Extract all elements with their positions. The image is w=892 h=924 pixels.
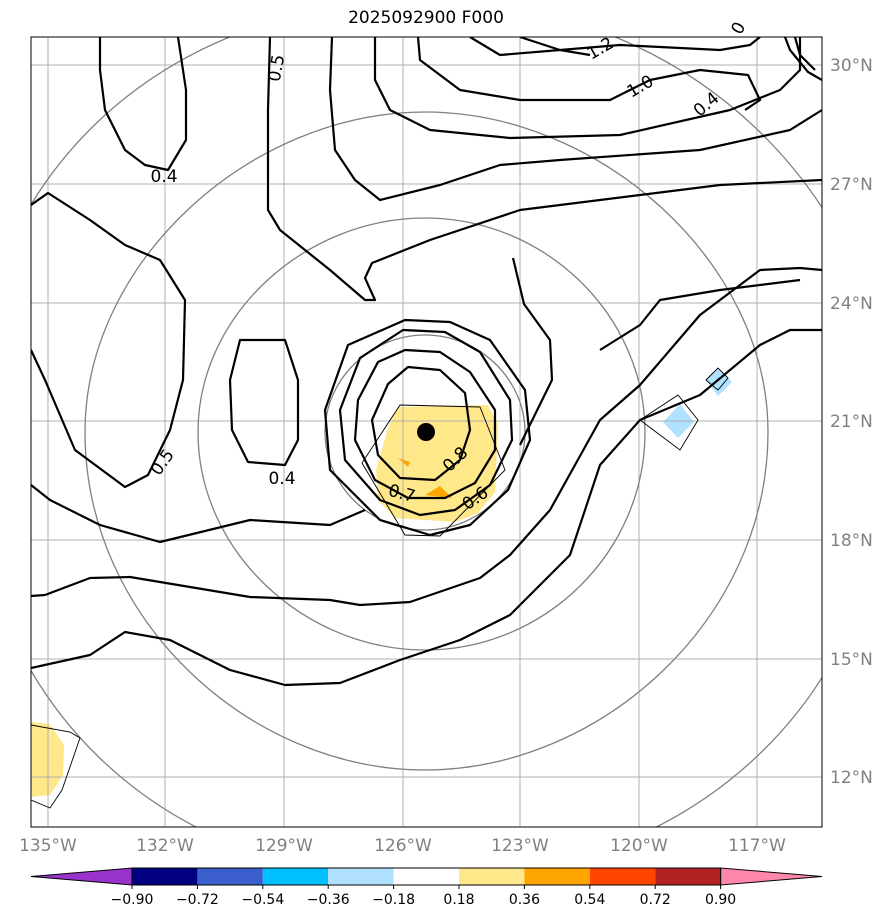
map-frame xyxy=(30,36,823,828)
colorbar-tick-label: 0.18 xyxy=(443,892,474,908)
contour-line xyxy=(328,37,822,202)
contour-line xyxy=(519,37,591,57)
contours xyxy=(31,37,822,687)
colorbar-segment xyxy=(393,868,459,885)
contour-line xyxy=(266,37,822,302)
contour-line xyxy=(599,278,801,351)
y-tick-label: 18°N xyxy=(830,531,873,551)
contour-line xyxy=(511,257,554,446)
contour-line xyxy=(793,37,816,71)
contour-line xyxy=(31,266,822,607)
colorbar-tick-label: 0.36 xyxy=(509,892,540,908)
contour-line xyxy=(416,37,762,111)
x-tick-labels: 135°W 132°W 129°W 126°W 123°W 120°W 117°W xyxy=(19,836,786,856)
colorbar-tick-label: 0.90 xyxy=(705,892,736,908)
contour-label: 0.4 xyxy=(150,167,177,187)
colorbar-segment xyxy=(197,868,263,885)
contour-label: 1.2 xyxy=(584,33,617,64)
contour-label-text: 0.5 xyxy=(147,446,179,480)
contour-line xyxy=(98,37,188,172)
contour-line xyxy=(31,328,822,687)
contour-label: 0.5 xyxy=(147,446,179,480)
x-tick-label: 120°W xyxy=(610,836,668,856)
contour-label-text: 0.4 xyxy=(690,88,724,121)
contour-line xyxy=(370,365,472,482)
colorbar-tick-label: −0.54 xyxy=(241,892,284,908)
contour-label: 0.4 xyxy=(690,88,724,121)
contour-label: 1.0 xyxy=(624,71,657,102)
shade-orange-south xyxy=(425,486,452,498)
colorbar-tick-label: −0.18 xyxy=(372,892,415,908)
colorbar-segment xyxy=(459,868,525,885)
colorbar-segment xyxy=(589,868,656,885)
range-ring-3 xyxy=(84,111,769,771)
x-tick-label: 123°W xyxy=(491,836,549,856)
x-tick-label: 129°W xyxy=(255,836,313,856)
contour-line xyxy=(228,338,300,467)
shade-orange-west xyxy=(398,458,410,467)
contour-line xyxy=(469,37,761,57)
contour-line xyxy=(31,484,366,544)
contour-label-text: 0.4 xyxy=(268,469,295,489)
outline-sw xyxy=(31,724,81,809)
colorbar-tick-label: −0.72 xyxy=(176,892,219,908)
outline-east xyxy=(639,394,699,451)
outline-center xyxy=(361,404,506,537)
y-tick-label: 15°N xyxy=(830,650,873,670)
colorbar-extend-max xyxy=(720,867,823,886)
contour-line xyxy=(373,37,802,140)
contour-label-text: 1.0 xyxy=(624,71,657,102)
shade-negative-east-small xyxy=(706,368,732,396)
contour-line xyxy=(323,318,532,537)
y-tick-label: 21°N xyxy=(830,412,873,432)
x-tick-label: 132°W xyxy=(136,836,194,856)
x-tick-label: 135°W xyxy=(19,836,77,856)
colorbar-extend-min xyxy=(30,867,133,886)
center-marker xyxy=(417,423,435,441)
y-tick-label: 24°N xyxy=(830,294,873,314)
colorbar-tick-label: 0.54 xyxy=(574,892,605,908)
shading-layer xyxy=(31,368,732,797)
contour-label-text: 0.5 xyxy=(265,53,289,83)
contour-label: 0.4 xyxy=(268,469,295,489)
colorbar-tick-label: 0.72 xyxy=(640,892,671,908)
contour-label: 0 xyxy=(727,19,750,38)
colorbar-tick-label: −0.90 xyxy=(111,892,154,908)
outline-polygons xyxy=(31,367,729,809)
range-ring-2 xyxy=(197,217,646,651)
colorbar-segment xyxy=(524,868,590,885)
x-tick-label: 126°W xyxy=(374,836,432,856)
range-rings xyxy=(31,37,822,827)
colorbar-frame xyxy=(131,867,722,886)
contour-label-text: 0.4 xyxy=(150,167,177,187)
contour-line xyxy=(338,328,514,517)
range-ring-1 xyxy=(324,334,526,531)
colorbar-tick-label: −0.36 xyxy=(307,892,350,908)
chart-title: 2025092900 F000 xyxy=(348,8,504,28)
y-tick-label: 12°N xyxy=(830,768,873,788)
colorbar-segment xyxy=(655,868,721,885)
contour-label-text: 1.2 xyxy=(584,33,617,64)
colorbar-segment xyxy=(328,868,394,885)
y-tick-labels: 30°N 27°N 24°N 21°N 18°N 15°N 12°N xyxy=(830,56,873,788)
contour-line xyxy=(783,37,822,81)
colorbar: −0.90 −0.72 −0.54 −0.36 −0.18 0.18 0.36 0.54 0.7… xyxy=(30,867,823,908)
y-tick-label: 27°N xyxy=(830,175,873,195)
colorbar-segment xyxy=(262,868,329,885)
contour-line xyxy=(31,191,187,489)
contour-line xyxy=(353,348,497,500)
colorbar-segment xyxy=(132,868,198,885)
x-tick-label: 117°W xyxy=(728,836,786,856)
contour-label-text: 0 xyxy=(727,19,750,38)
y-tick-label: 30°N xyxy=(830,56,873,76)
contour-label: 0.5 xyxy=(265,53,289,83)
outline-east-small xyxy=(705,367,729,391)
